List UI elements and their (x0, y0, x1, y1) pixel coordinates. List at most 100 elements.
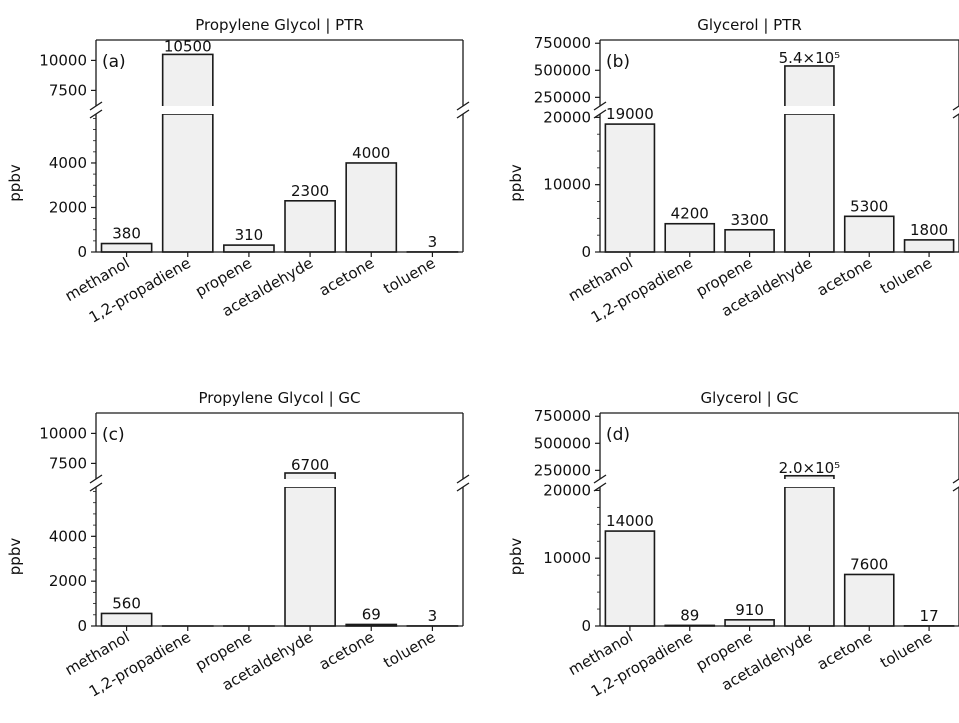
data-label: 560 (112, 594, 141, 612)
bar-upper (784, 65, 835, 106)
y-tick-label: 4000 (49, 527, 87, 545)
panel-label: (d) (606, 425, 630, 445)
bar (604, 530, 656, 627)
data-label: 2.0×10⁵ (779, 459, 841, 477)
bar (345, 162, 398, 253)
x-tick-label: 1,2-propadiene (86, 254, 194, 327)
chart-panel-1: 380methanol105001,2-propadiene310propene… (6, 16, 470, 327)
bar (724, 619, 775, 627)
data-label: 19000 (606, 105, 654, 123)
x-tick-label: toluene (380, 254, 438, 298)
y-axis-label: ppbv (507, 538, 525, 576)
x-tick-label: acetone (814, 628, 875, 674)
axis-break-mark (952, 105, 959, 111)
x-tick-label: toluene (877, 628, 935, 672)
y-axis-label: ppbv (6, 164, 24, 202)
x-tick-label: acetone (316, 628, 377, 674)
axis-break-mark (952, 486, 959, 492)
bar (161, 114, 214, 253)
bar (843, 215, 895, 253)
bar (843, 573, 895, 627)
axis-break-mark (456, 482, 470, 492)
data-label: 3 (428, 607, 438, 625)
data-label: 69 (362, 605, 381, 623)
axis-break-mark (456, 109, 470, 119)
y-axis-label: ppbv (507, 164, 525, 202)
y-tick-label: 2000 (49, 572, 87, 590)
x-tick-label: toluene (380, 628, 438, 672)
y-tick-label: 7500 (49, 454, 87, 472)
bar (284, 200, 336, 253)
bar (784, 114, 835, 253)
y-tick-label: 500000 (534, 61, 591, 79)
y-tick-label: 7500 (49, 81, 87, 99)
bar (724, 228, 775, 253)
bar (100, 242, 153, 253)
data-label: 4200 (671, 205, 709, 223)
bar (223, 244, 275, 253)
panel-label: (c) (102, 425, 125, 445)
bar (284, 487, 336, 627)
axis-break-mark (952, 113, 959, 119)
y-tick-label: 20000 (543, 108, 591, 126)
y-tick-label: 4000 (49, 154, 87, 172)
data-label: 4000 (352, 144, 390, 162)
data-label: 17 (920, 607, 939, 625)
bar-upper (161, 53, 214, 106)
y-tick-label: 20000 (543, 481, 591, 499)
chart-panel-3: 560methanol1,2-propadienepropene6700acet… (6, 389, 470, 701)
chart-title: Propylene Glycol | GC (198, 389, 360, 407)
data-label: 910 (735, 601, 764, 619)
bar (100, 612, 153, 627)
bar (784, 487, 835, 627)
data-label: 5.4×10⁵ (779, 49, 841, 67)
y-tick-label: 0 (581, 243, 591, 261)
data-label: 7600 (850, 555, 888, 573)
data-label: 3300 (730, 211, 768, 229)
data-label: 1800 (910, 221, 948, 239)
y-tick-label: 10000 (39, 51, 87, 69)
y-axis-label: ppbv (6, 538, 24, 576)
x-tick-label: acetone (814, 254, 875, 300)
data-label: 380 (112, 225, 141, 243)
axis-break-mark (456, 474, 470, 484)
data-label: 10500 (164, 37, 212, 55)
y-tick-label: 0 (77, 243, 87, 261)
data-label: 89 (680, 606, 699, 624)
y-tick-label: 10000 (543, 549, 591, 567)
data-label: 2300 (291, 182, 329, 200)
chart-title: Glycerol | GC (700, 389, 798, 407)
axis-break-mark (456, 101, 470, 111)
bar (604, 123, 656, 253)
bar (664, 222, 716, 253)
x-tick-label: acetone (316, 254, 377, 300)
y-tick-label: 0 (581, 617, 591, 635)
x-tick-label: 1,2-propadiene (588, 254, 696, 327)
chart-panel-2: 19000methanol42001,2-propadiene3300prope… (507, 16, 959, 327)
data-label: 3 (428, 233, 438, 251)
axis-break-mark (593, 101, 607, 111)
axis-break-mark (89, 101, 103, 111)
y-tick-label: 0 (77, 617, 87, 635)
x-tick-label: toluene (877, 254, 935, 298)
axis-break-mark (593, 482, 607, 492)
axis-break-mark (89, 482, 103, 492)
axis-break-mark (593, 474, 607, 484)
y-tick-label: 750000 (534, 34, 591, 52)
y-tick-label: 10000 (39, 424, 87, 442)
y-tick-label: 750000 (534, 407, 591, 425)
data-label: 310 (235, 226, 264, 244)
axis-break-mark (952, 478, 959, 484)
y-tick-label: 2000 (49, 198, 87, 216)
data-label: 6700 (291, 456, 329, 474)
panel-label: (b) (606, 52, 630, 72)
data-label: 14000 (606, 512, 654, 530)
bar-upper (784, 474, 835, 479)
data-label: 5300 (850, 197, 888, 215)
bar (903, 239, 955, 253)
bar-upper (284, 472, 336, 479)
y-tick-label: 250000 (534, 88, 591, 106)
x-tick-label: 1,2-propadiene (86, 628, 194, 701)
axis-break-mark (593, 109, 607, 119)
